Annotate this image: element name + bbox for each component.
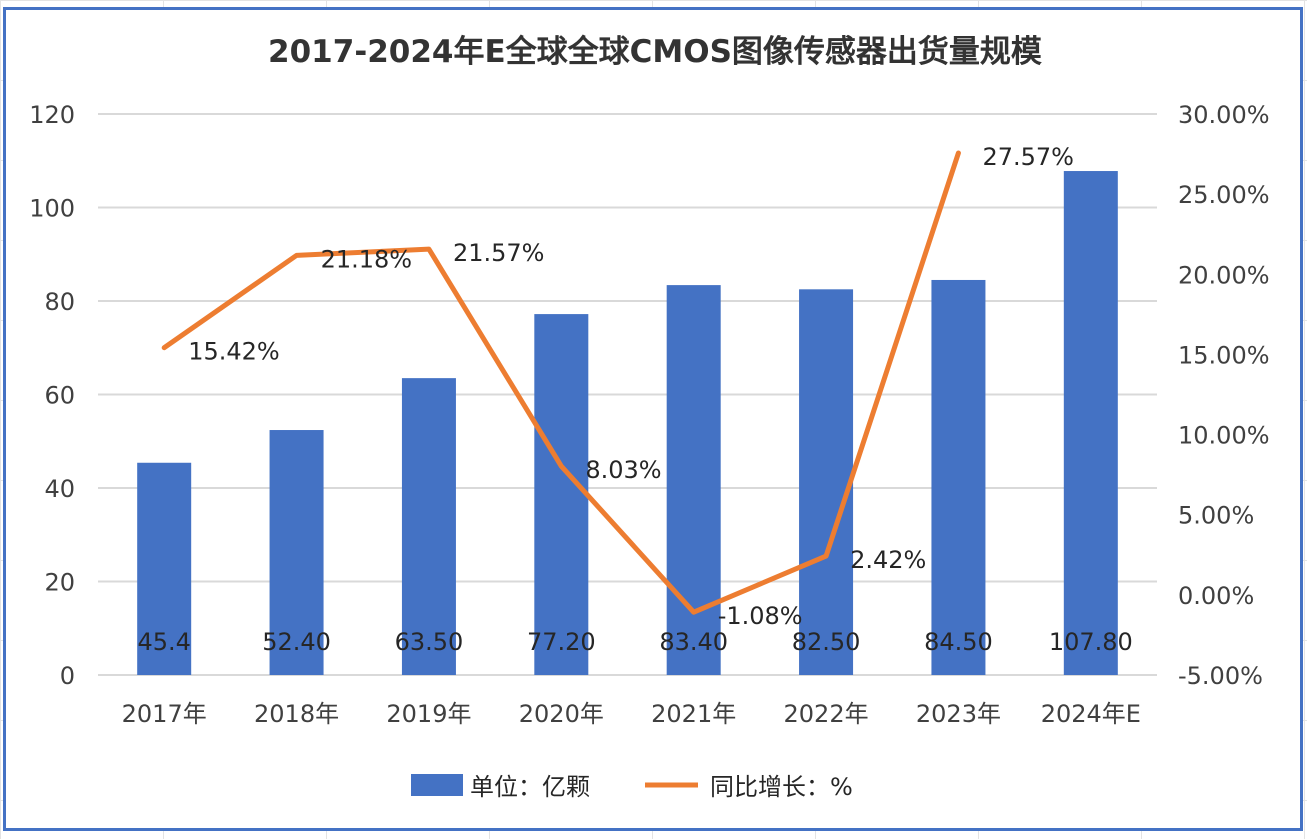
right-axis-tick: 15.00% (1178, 341, 1270, 369)
bar (269, 430, 324, 675)
right-axis-tick: 25.00% (1178, 181, 1270, 209)
bar-data-label: 52.40 (262, 628, 331, 656)
bar (931, 279, 986, 675)
left-axis-tick: 60 (44, 382, 75, 410)
line-data-label: 21.18% (321, 245, 413, 273)
line-data-label: 27.57% (982, 143, 1074, 171)
right-axis-tick: 5.00% (1178, 502, 1254, 530)
right-axis-tick: 10.00% (1178, 422, 1270, 450)
legend-bar-swatch (411, 774, 463, 796)
legend-bar-label: 单位：亿颗 (470, 773, 590, 801)
bar-data-label: 84.50 (924, 628, 993, 656)
x-axis-tick: 2024年E (1041, 700, 1141, 728)
left-axis-tick: 100 (29, 195, 75, 223)
x-axis-tick: 2020年 (519, 700, 604, 728)
bar (799, 289, 854, 675)
left-axis-tick: 20 (44, 569, 75, 597)
bar (137, 462, 192, 675)
legend-line-label: 同比增长：% (710, 773, 853, 801)
chart-title: 2017-2024年E全球全球CMOS图像传感器出货量规模 (268, 34, 1042, 70)
bar-data-label: 82.50 (792, 628, 861, 656)
right-axis-tick: 20.00% (1178, 261, 1270, 289)
line-data-label: 8.03% (585, 456, 661, 484)
left-axis-tick: 80 (44, 288, 75, 316)
x-axis-tick: 2017年 (122, 700, 207, 728)
line-data-label: 21.57% (453, 239, 545, 267)
bar-data-label: 107.80 (1049, 628, 1133, 656)
bar-data-label: 83.40 (659, 628, 728, 656)
x-axis-tick: 2021年 (651, 700, 736, 728)
left-axis-tick: 0 (60, 662, 75, 690)
right-axis-tick: 30.00% (1178, 101, 1270, 129)
legend: 单位：亿颗 同比增长：% (411, 773, 853, 801)
line-data-label: -1.08% (718, 602, 803, 630)
bar-data-label: 77.20 (527, 628, 596, 656)
bar (534, 314, 589, 675)
right-axis-tick: 0.00% (1178, 582, 1254, 610)
left-axis-tick: 120 (29, 101, 75, 129)
bar-data-label: 63.50 (395, 628, 464, 656)
bar-data-label: 45.4 (137, 628, 190, 656)
line-data-label: 2.42% (850, 546, 926, 574)
line-data-label: 15.42% (188, 338, 280, 366)
bar (1063, 171, 1118, 675)
x-axis-tick: 2023年 (916, 700, 1001, 728)
x-axis-tick: 2018年 (254, 700, 339, 728)
bar (666, 285, 721, 675)
right-axis-tick: -5.00% (1178, 662, 1263, 690)
x-axis-tick: 2022年 (784, 700, 869, 728)
bar (401, 378, 456, 675)
left-axis-tick: 40 (44, 475, 75, 503)
x-axis-tick: 2019年 (386, 700, 471, 728)
